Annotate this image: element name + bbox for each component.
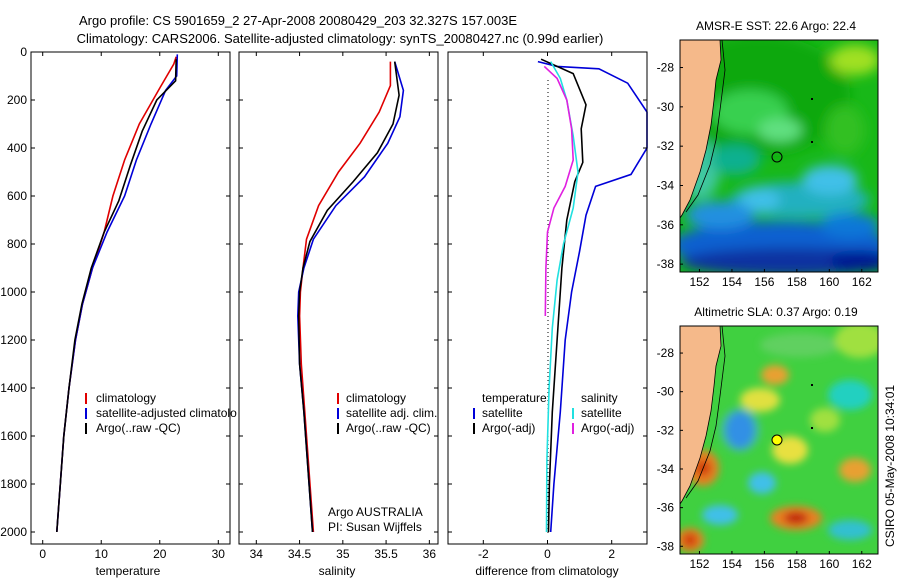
sla-map-frame [679,325,879,555]
title-line-1: Argo profile: CS 5901659_2 27-Apr-2008 2… [79,13,517,28]
y-tick-label: 200 [7,93,27,107]
y-tick-label: 800 [7,237,27,251]
y-tick-label: 1600 [0,429,27,443]
y-tick-label: 0 [20,45,27,59]
difference-panel: -2 0 2 difference from climatology tempera… [447,51,648,578]
series-line-temperature-argo-adj- [540,58,587,533]
y-tick-label: 1000 [0,285,27,299]
sla-map-title: Altimetric SLA: 0.37 Argo: 0.19 [694,305,858,319]
y-tick-label: 1200 [0,333,27,347]
map-x-tick-label: 152 [689,275,709,289]
legend-label-temp-satellite: satellite [482,406,523,420]
map-x-tick-label: 158 [787,275,807,289]
x-tick-label: 36 [423,547,437,561]
x-tick-label: 10 [95,547,109,561]
sst-map-image [680,40,878,272]
legend-label-argo: Argo(..raw -QC) [346,421,431,435]
salinity-axes-frame [238,51,439,545]
x-tick-label: 35 [336,547,350,561]
x-tick-label: 20 [153,547,167,561]
x-tick-label: 0 [39,547,46,561]
sla-map-panel: Altimetric SLA: 0.37 Argo: 0.19 [657,305,879,571]
series-line-satellite-adj-clim- [296,61,405,533]
series-line-salinity-satellite [545,61,579,533]
salinity-xlabel: salinity [319,564,356,578]
x-tick-label: 2 [608,547,615,561]
map-y-tick-label: -34 [657,178,675,192]
series-line-satellite-adjusted-climatology [56,54,179,533]
difference-legend: temperature satellite Argo(-adj) salinit… [473,391,634,435]
map-x-tick-label: 154 [722,275,742,289]
series-line-argo-raw-qc- [297,61,400,533]
map-y-tick-label: -36 [657,501,675,515]
argo-float-marker [771,151,783,163]
legend-heading-salinity: salinity [581,391,618,405]
map-y-tick-label: -38 [657,539,675,553]
legend-label-satellite: satellite adj. clim. [346,406,437,420]
series-line-temperature-satellite [537,60,648,533]
y-tick-label: 1400 [0,381,27,395]
y-tick-label: 2000 [0,525,27,539]
timestamp-side-text: CSIRO 05-May-2008 10:34:01 [883,385,897,547]
legend-label-temp-argo: Argo(-adj) [482,421,535,435]
argo-float-marker [771,434,783,446]
legend-label-satellite: satellite-adjusted climatolo [96,406,237,420]
x-tick-label: 34.5 [288,547,312,561]
series-line-climatology [56,56,177,533]
legend-label-sal-argo: Argo(-adj) [581,421,634,435]
map-x-tick-label: 156 [754,557,774,571]
sst-map-title: AMSR-E SST: 22.6 Argo: 22.4 [696,19,856,33]
title-line-2: Climatology: CARS2006. Satellite-adjuste… [77,31,604,46]
legend-label-argo: Argo(..raw -QC) [96,421,181,435]
salinity-legend: climatology satellite adj. clim. Argo(..… [337,391,437,435]
sla-map-image [680,326,878,554]
map-x-tick-label: 152 [689,557,709,571]
x-tick-label: -2 [478,547,489,561]
map-x-tick-label: 162 [852,275,872,289]
legend-heading-temperature: temperature [482,391,547,405]
map-x-tick-label: 160 [819,275,839,289]
sst-map-frame [679,39,879,273]
map-x-tick-label: 162 [852,557,872,571]
map-x-tick-label: 154 [722,557,742,571]
x-tick-label: 34 [250,547,264,561]
series-line-argo-raw-qc- [56,59,177,533]
annotation-argo-australia: Argo AUSTRALIA [328,505,423,519]
map-y-tick-label: -32 [657,423,675,437]
legend-label-sal-satellite: satellite [581,406,622,420]
legend-label-climatology: climatology [346,391,406,405]
temperature-xlabel: temperature [96,564,161,578]
temperature-legend: climatology satellite-adjusted climatolo… [85,391,237,435]
y-tick-label: 1800 [0,477,27,491]
map-x-tick-label: 156 [754,275,774,289]
map-y-tick-label: -28 [657,61,675,75]
map-y-tick-label: -30 [657,385,675,399]
difference-xlabel: difference from climatology [475,564,618,578]
map-y-tick-label: -32 [657,139,675,153]
salinity-panel: 34 34.5 35 35.5 36 salinity climatology sate… [238,51,439,578]
y-tick-label: 400 [7,141,27,155]
series-line-salinity-argo-adj- [543,65,575,317]
map-y-tick-label: -30 [657,100,675,114]
map-y-tick-label: -38 [657,257,675,271]
x-tick-label: 0 [544,547,551,561]
map-y-tick-label: -36 [657,218,675,232]
x-tick-label: 30 [212,547,226,561]
sst-map-panel: AMSR-E SST: 22.6 Argo: 22.4 [657,19,879,289]
y-tick-label: 600 [7,189,27,203]
map-x-tick-label: 160 [819,557,839,571]
map-x-tick-label: 158 [787,557,807,571]
map-y-tick-label: -28 [657,346,675,360]
legend-label-climatology: climatology [96,391,156,405]
x-tick-label: 35.5 [374,547,398,561]
map-y-tick-label: -34 [657,462,675,476]
temperature-axes-frame [30,51,231,545]
temperature-panel: 0 200 400 600 800 1000 1200 1400 1600 1800 2000 0 1… [0,45,237,578]
series-line-climatology [298,61,392,533]
annotation-pi: PI: Susan Wijffels [328,520,422,534]
